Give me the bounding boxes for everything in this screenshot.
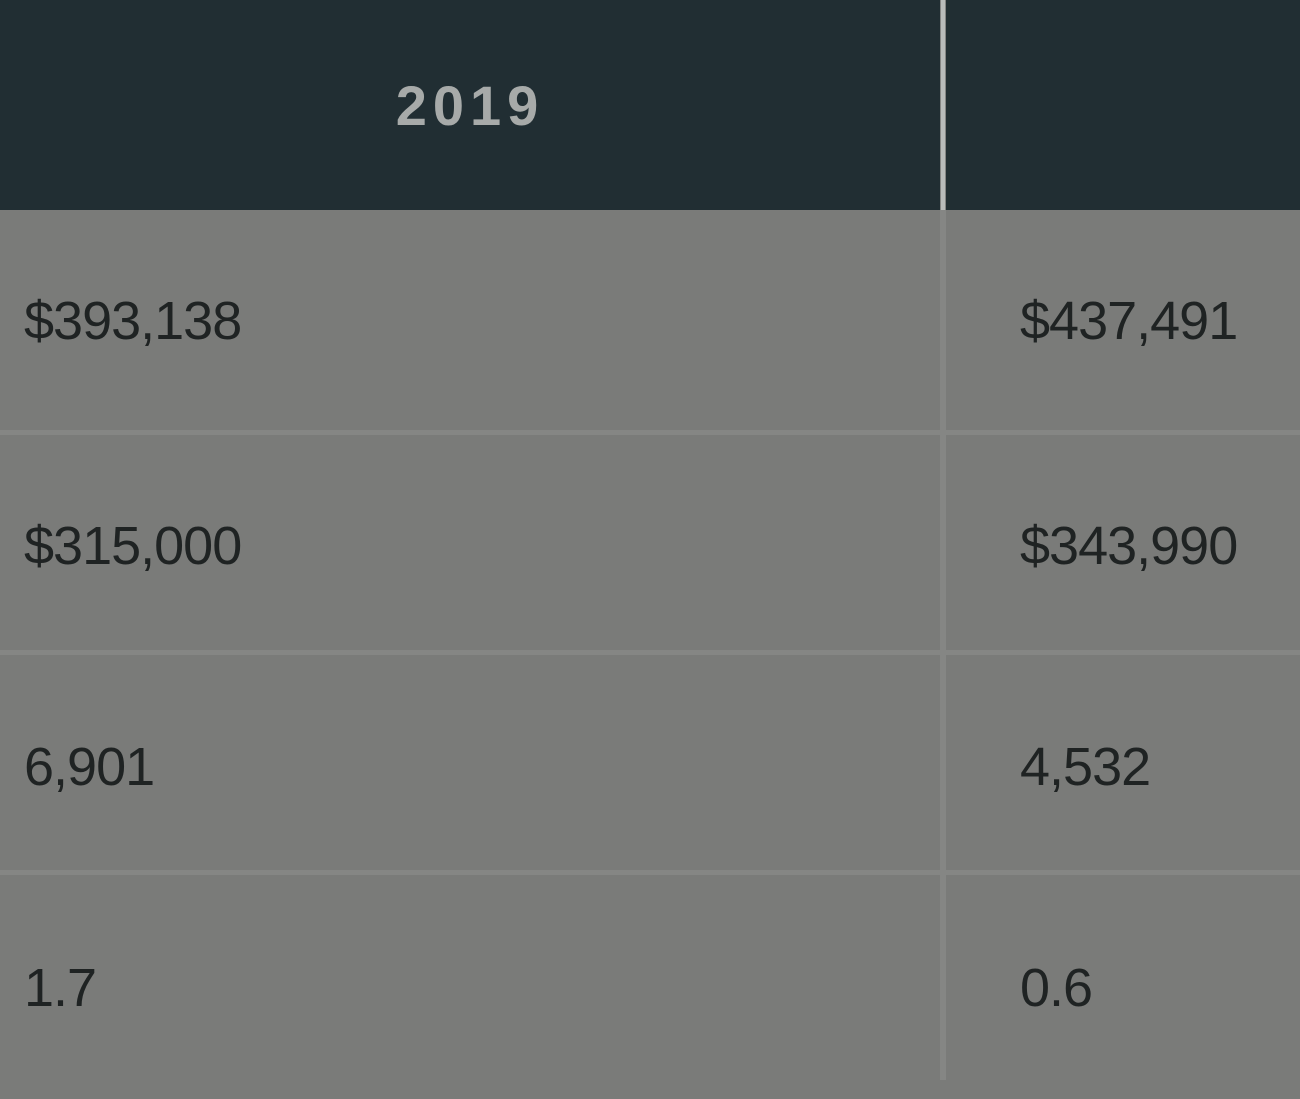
table-cell: $343,990 bbox=[1020, 516, 1238, 576]
table-cell: 6,901 bbox=[24, 737, 155, 797]
table-cell: 0.6 bbox=[1020, 958, 1093, 1018]
row-divider bbox=[0, 870, 1300, 875]
header-column-divider bbox=[941, 0, 945, 210]
table-header-row: 2019 bbox=[0, 0, 1300, 210]
column-header-next[interactable] bbox=[946, 0, 1300, 210]
column-divider bbox=[940, 0, 946, 1080]
table-row: 6,901 4,532 bbox=[0, 656, 1300, 878]
table-cell: $437,491 bbox=[1020, 291, 1238, 351]
table-cell: 4,532 bbox=[1020, 737, 1151, 797]
row-divider bbox=[0, 430, 1300, 435]
table-row: 1.7 0.6 bbox=[0, 877, 1300, 1099]
table-row: $393,138 $437,491 bbox=[0, 210, 1300, 432]
row-divider bbox=[0, 650, 1300, 655]
column-header-2019[interactable]: 2019 bbox=[395, 73, 545, 137]
table-cell: $315,000 bbox=[24, 516, 242, 576]
table-cell: $393,138 bbox=[24, 291, 242, 351]
table-row: $315,000 $343,990 bbox=[0, 435, 1300, 657]
table-cell: 1.7 bbox=[24, 958, 97, 1018]
